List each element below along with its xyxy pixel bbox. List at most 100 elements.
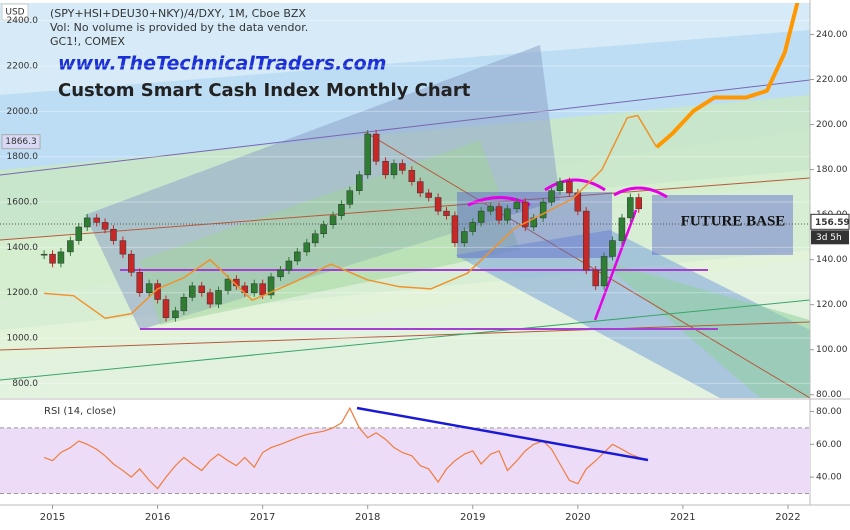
countdown-box bbox=[811, 230, 849, 245]
candle-body bbox=[277, 269, 284, 278]
unit-box bbox=[1, 3, 29, 21]
candle-body bbox=[75, 226, 83, 241]
candle-body bbox=[399, 163, 406, 171]
rsi-tick-label: 60.00 bbox=[816, 440, 842, 450]
candle-body bbox=[67, 240, 74, 253]
candle-body bbox=[224, 278, 232, 291]
countdown: 3d 5h bbox=[816, 233, 842, 243]
candle-body bbox=[346, 190, 354, 205]
y-tick-label: 1200.0 bbox=[7, 288, 39, 298]
rsi-line bbox=[43, 406, 639, 490]
candle-body bbox=[390, 163, 398, 176]
candle-body bbox=[250, 283, 258, 293]
rsi-band bbox=[0, 427, 810, 494]
candle-body bbox=[382, 160, 389, 176]
candle-body bbox=[83, 217, 91, 228]
candle-body bbox=[416, 181, 424, 194]
y2-tick-label: 240.00 bbox=[816, 30, 848, 40]
candle-body bbox=[477, 210, 485, 223]
x-tick-label: 2015 bbox=[40, 512, 65, 523]
y2-tick-label: 200.00 bbox=[816, 120, 848, 130]
y-tick-label: 1000.0 bbox=[7, 334, 39, 344]
candle-body bbox=[495, 206, 503, 221]
y-unit: USD bbox=[5, 8, 24, 18]
x-tick-label: 2017 bbox=[250, 512, 275, 523]
candle-body bbox=[522, 201, 529, 228]
y-tick-label: 2400.0 bbox=[7, 16, 39, 26]
y2-tick-label: 180.00 bbox=[816, 165, 848, 175]
candle-body bbox=[556, 181, 564, 191]
symbol-title: (SPY+HSI+DEU30+NKY)/4/DXY, 1M, Cboe BZX bbox=[50, 7, 306, 20]
candle-body bbox=[539, 201, 547, 219]
candle-body bbox=[320, 224, 327, 235]
candle-body bbox=[627, 197, 634, 219]
candle-body bbox=[49, 253, 56, 264]
x-tick-label: 2021 bbox=[670, 512, 695, 523]
candle-body bbox=[267, 276, 275, 296]
candle-body bbox=[101, 222, 109, 230]
candle-body bbox=[145, 283, 153, 293]
price-marker-label: 156.59 bbox=[815, 218, 850, 228]
annotation: FUTURE BASE bbox=[681, 213, 786, 229]
candle-body bbox=[609, 240, 616, 257]
candle-body bbox=[198, 285, 205, 293]
candle-body bbox=[93, 217, 100, 223]
overlay-line bbox=[44, 114, 658, 319]
y2-tick-label: 100.00 bbox=[816, 345, 848, 355]
overlay-line bbox=[655, 3, 800, 149]
candle-body bbox=[40, 253, 48, 256]
candle-body bbox=[434, 197, 442, 212]
x-tick-label: 2020 bbox=[565, 512, 590, 523]
candle-body bbox=[329, 215, 337, 225]
y-tick-label: 1800.0 bbox=[7, 152, 39, 162]
y-marker-box bbox=[1, 134, 41, 150]
candle-body bbox=[600, 256, 608, 287]
drawings bbox=[0, 3, 810, 398]
rsi-tick-label: 40.00 bbox=[816, 473, 842, 483]
x-tick-label: 2022 bbox=[775, 512, 800, 523]
candle-body bbox=[338, 204, 345, 216]
candle-body bbox=[566, 181, 573, 194]
x-tick-label: 2018 bbox=[355, 512, 380, 523]
candle-body bbox=[57, 251, 65, 264]
rsi-pane-marks bbox=[0, 406, 810, 495]
candle-body bbox=[162, 299, 170, 318]
x-tick-label: 2016 bbox=[145, 512, 170, 523]
rsi-trendline bbox=[356, 406, 649, 462]
y-tick-label: 800.0 bbox=[12, 379, 38, 389]
candle-body bbox=[206, 292, 214, 305]
candle-body bbox=[303, 242, 311, 253]
candle-body bbox=[443, 210, 450, 216]
candle-body bbox=[285, 260, 293, 271]
candle-body bbox=[110, 228, 117, 241]
y-tick-label: 1400.0 bbox=[7, 243, 39, 253]
price-pane bbox=[0, 3, 810, 384]
candle-body bbox=[172, 310, 179, 318]
y-tick-label: 2000.0 bbox=[7, 107, 39, 117]
candle-body bbox=[215, 290, 222, 305]
candle-body bbox=[592, 269, 599, 287]
y-tick-label: 1600.0 bbox=[7, 198, 39, 208]
candle-body bbox=[635, 197, 643, 210]
candle-body bbox=[180, 297, 188, 312]
heading: Custom Smart Cash Index Monthly Chart bbox=[58, 80, 471, 101]
candle-body bbox=[548, 190, 555, 203]
candle-body bbox=[469, 222, 477, 232]
y2-tick-label: 140.00 bbox=[816, 255, 848, 265]
candle-body bbox=[311, 233, 319, 244]
y2-tick-label: 120.00 bbox=[816, 300, 848, 310]
candle-body bbox=[582, 210, 590, 271]
candle-body bbox=[364, 133, 371, 176]
candle-body bbox=[487, 206, 494, 212]
candle-body bbox=[425, 192, 432, 198]
candle-body bbox=[513, 201, 521, 210]
y2-tick-label: 80.00 bbox=[816, 390, 842, 400]
candle-body bbox=[119, 240, 127, 255]
website: www.TheTechnicalTraders.com bbox=[58, 53, 386, 75]
candle-body bbox=[356, 174, 363, 191]
note: GC1!, COMEX bbox=[50, 35, 125, 48]
rsi-tick-label: 80.00 bbox=[816, 407, 842, 417]
y2-tick-label: 220.00 bbox=[816, 75, 848, 85]
price-marker-box bbox=[810, 213, 850, 230]
rsi-title: RSI (14, close) bbox=[44, 406, 116, 417]
